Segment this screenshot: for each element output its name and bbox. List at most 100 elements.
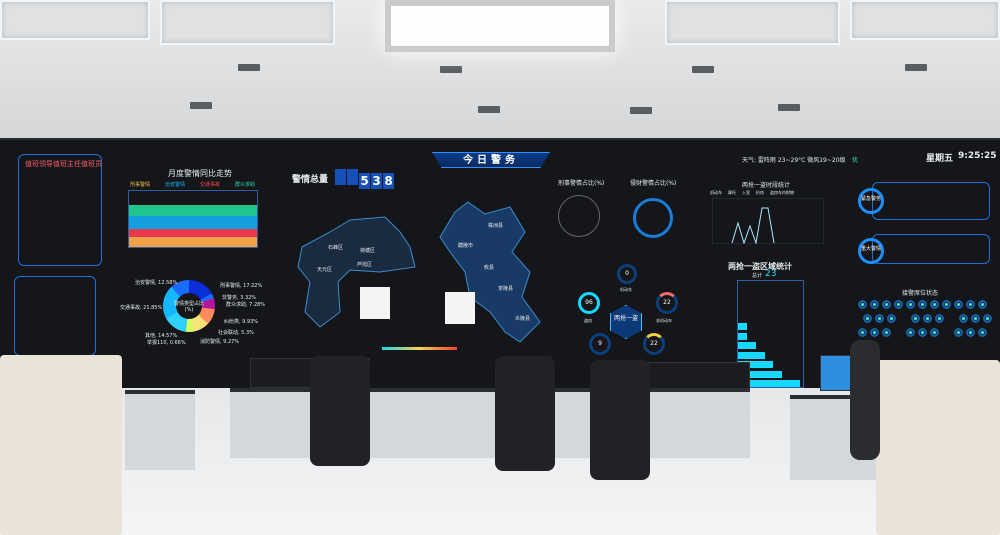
seat-status-icon bbox=[966, 328, 975, 337]
page-title: 今日警务 bbox=[432, 152, 550, 168]
seat-status-icon bbox=[954, 328, 963, 337]
total-label: 警情总量 bbox=[292, 175, 329, 185]
digit bbox=[335, 169, 346, 185]
donut-label: 治安警情, 12.58% bbox=[135, 280, 178, 286]
seat-status-icon bbox=[930, 300, 939, 309]
alert-card bbox=[872, 234, 990, 264]
district-label: 石峰区 bbox=[328, 245, 344, 251]
seat-status-icon bbox=[978, 328, 987, 337]
seat-status-icon bbox=[983, 314, 992, 323]
district-label: 炎陵县 bbox=[515, 316, 531, 322]
region-bar bbox=[738, 361, 774, 368]
seat-status-icon bbox=[906, 328, 915, 337]
video-wall: 值班领导 值班主任 值班员 月度警情同比走势 刑事警情 治安警情 交通事故 群众… bbox=[0, 138, 1000, 388]
time-stats-chart bbox=[712, 198, 824, 244]
district-label: 天元区 bbox=[317, 267, 333, 273]
legend-item: 扒窃 bbox=[756, 190, 764, 195]
digit bbox=[347, 169, 358, 185]
skylight bbox=[385, 0, 615, 52]
seat-status-icon bbox=[882, 328, 891, 337]
time-stats-title: 两抢一盗时段统计 bbox=[742, 182, 791, 189]
air-quality: 优 bbox=[852, 157, 859, 164]
ring-burglary: 22 bbox=[643, 333, 665, 355]
region-bar bbox=[738, 351, 765, 359]
region-stats-chart bbox=[737, 280, 804, 388]
property-ratio-chart bbox=[633, 198, 673, 238]
district-label: 荷塘区 bbox=[360, 248, 376, 254]
property-ratio-title: 侵财警情占比(%) bbox=[630, 180, 677, 187]
office-chair bbox=[590, 360, 650, 480]
criminal-ratio-chart bbox=[558, 195, 600, 237]
donut-center-label: 警情类型占比(%) bbox=[173, 301, 204, 313]
type-ratio-donut bbox=[163, 280, 215, 332]
seat-status-icon bbox=[954, 300, 963, 309]
console-desk bbox=[230, 388, 750, 458]
legend-item: 刑事警情 bbox=[130, 182, 151, 188]
seat-status-icon bbox=[930, 328, 939, 337]
weather-info: 天气: 雷阵雨 23~29°C 微风19~20级 bbox=[742, 157, 846, 164]
seat-status-icon bbox=[918, 328, 927, 337]
legend-item: 机动车 bbox=[710, 190, 722, 195]
donut-label: 消防警情, 9.27% bbox=[200, 339, 240, 345]
seat-status-icon bbox=[863, 314, 872, 323]
seat-status-icon bbox=[870, 328, 879, 337]
district-label: 攸县 bbox=[484, 265, 495, 271]
ring-non-motor: 22 bbox=[656, 292, 678, 314]
legend-item: 群众求助 bbox=[235, 182, 256, 188]
region-bar bbox=[738, 332, 747, 340]
clock: 9:25:25 bbox=[958, 151, 997, 161]
region-stats-title: 两抢一盗区域统计 bbox=[728, 262, 792, 271]
donut-label: 纠纷类, 9.93% bbox=[224, 319, 259, 325]
seat-status-icon bbox=[935, 314, 944, 323]
console-desk bbox=[125, 390, 195, 470]
office-chair bbox=[310, 356, 370, 466]
district-label: 茶陵县 bbox=[498, 286, 514, 292]
time-stats-legend: 机动车 摩托 入室 扒窃 盗窃车内财物 bbox=[710, 190, 840, 196]
donut-label: 非警务, 3.32% bbox=[222, 295, 257, 301]
status-panel-title: 接警席位状态 bbox=[902, 290, 939, 297]
donut-label: 群众求助, 7.28% bbox=[226, 302, 266, 308]
seat-status-grid bbox=[858, 300, 998, 360]
region-bar bbox=[738, 380, 800, 387]
weekday: 星期五 bbox=[926, 154, 954, 164]
legend-item: 交通事故 bbox=[200, 182, 221, 188]
ring-label: 非机动车 bbox=[656, 318, 672, 323]
ring-motor-vehicle: 0 bbox=[617, 264, 637, 284]
alert-badge: 紧急警务 bbox=[858, 188, 884, 214]
office-chair bbox=[495, 356, 555, 471]
monthly-trend-chart bbox=[128, 190, 258, 248]
seat-status-icon bbox=[858, 328, 867, 337]
seat-status-icon bbox=[923, 314, 932, 323]
legend-item: 摩托 bbox=[728, 190, 736, 195]
district-label: 醴陵市 bbox=[458, 243, 474, 249]
digit: 5 bbox=[359, 173, 370, 189]
region-total-label: 总计 bbox=[752, 273, 763, 279]
ring-label: 机动车 bbox=[620, 287, 632, 292]
seat-status-icon bbox=[882, 300, 891, 309]
donut-label: 社会联动, 5.3% bbox=[218, 330, 254, 336]
ring-label: 盗窃 bbox=[584, 318, 592, 323]
seat-status-icon bbox=[918, 300, 927, 309]
digit: 3 bbox=[371, 173, 382, 189]
seat-status-icon bbox=[870, 300, 879, 309]
seat-status-icon bbox=[858, 300, 867, 309]
legend-item: 治安警情 bbox=[165, 182, 186, 188]
tab-duty-leader: 值班领导 bbox=[25, 160, 53, 168]
seat-status-icon bbox=[942, 300, 951, 309]
donut-label: 交通事故, 21.85% bbox=[120, 305, 163, 311]
donut-label: 其他, 14.57% bbox=[145, 333, 178, 339]
digit: 8 bbox=[383, 173, 394, 189]
seat-status-icon bbox=[971, 314, 980, 323]
ring-robbery: 9 bbox=[589, 333, 611, 355]
seat-status-icon bbox=[887, 314, 896, 323]
alert-card bbox=[872, 182, 990, 220]
region-bar bbox=[738, 323, 747, 330]
seat-status-icon bbox=[911, 314, 920, 323]
unit-panel bbox=[14, 276, 96, 356]
district-maps bbox=[297, 201, 541, 350]
ring-theft: 96 bbox=[578, 292, 600, 314]
donut-label: 刑事警情, 17.22% bbox=[220, 283, 263, 289]
donut-label: 举报110, 0.66% bbox=[147, 340, 186, 346]
seat-status-icon bbox=[966, 300, 975, 309]
seat-status-icon bbox=[894, 300, 903, 309]
